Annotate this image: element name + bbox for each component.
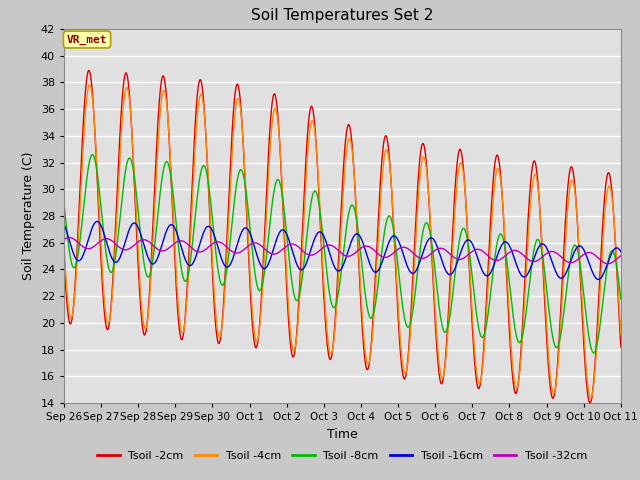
Tsoil -4cm bbox=[617, 332, 625, 338]
Tsoil -4cm bbox=[371, 298, 379, 304]
Tsoil -32cm bbox=[504, 250, 512, 256]
Tsoil -16cm bbox=[504, 241, 512, 247]
Tsoil -16cm bbox=[617, 249, 625, 254]
Tsoil -16cm bbox=[371, 269, 379, 275]
Tsoil -8cm bbox=[60, 201, 68, 206]
Tsoil -16cm bbox=[595, 276, 602, 282]
Text: VR_met: VR_met bbox=[67, 35, 108, 45]
Tsoil -4cm bbox=[587, 395, 595, 401]
Tsoil -4cm bbox=[60, 240, 68, 246]
Tsoil -32cm bbox=[604, 261, 612, 267]
Y-axis label: Soil Temperature (C): Soil Temperature (C) bbox=[22, 152, 35, 280]
Tsoil -32cm bbox=[60, 237, 68, 242]
Tsoil -16cm bbox=[359, 239, 367, 245]
Tsoil -8cm bbox=[568, 249, 575, 255]
Tsoil -32cm bbox=[568, 260, 575, 265]
Tsoil -16cm bbox=[60, 221, 68, 227]
Title: Soil Temperatures Set 2: Soil Temperatures Set 2 bbox=[252, 9, 433, 24]
Tsoil -32cm bbox=[65, 235, 73, 240]
Tsoil -2cm bbox=[568, 164, 575, 170]
Tsoil -16cm bbox=[216, 250, 223, 255]
Tsoil -4cm bbox=[359, 318, 367, 324]
Tsoil -8cm bbox=[88, 152, 96, 157]
Tsoil -4cm bbox=[504, 297, 512, 303]
Tsoil -32cm bbox=[617, 252, 625, 258]
Tsoil -16cm bbox=[568, 255, 575, 261]
Tsoil -8cm bbox=[590, 350, 598, 356]
Tsoil -32cm bbox=[371, 248, 379, 254]
Tsoil -8cm bbox=[359, 269, 367, 275]
Line: Tsoil -4cm: Tsoil -4cm bbox=[64, 85, 621, 398]
Tsoil -8cm bbox=[371, 305, 379, 311]
Tsoil -2cm bbox=[504, 309, 512, 314]
Line: Tsoil -8cm: Tsoil -8cm bbox=[64, 155, 621, 353]
Tsoil -4cm bbox=[568, 178, 575, 183]
Tsoil -8cm bbox=[216, 276, 223, 281]
Line: Tsoil -16cm: Tsoil -16cm bbox=[64, 221, 621, 279]
Tsoil -32cm bbox=[584, 250, 591, 256]
Tsoil -2cm bbox=[359, 331, 367, 336]
Tsoil -2cm bbox=[371, 285, 379, 290]
Tsoil -8cm bbox=[584, 322, 591, 328]
Tsoil -16cm bbox=[93, 218, 101, 224]
Tsoil -4cm bbox=[216, 334, 223, 340]
Tsoil -2cm bbox=[586, 400, 594, 406]
Tsoil -2cm bbox=[216, 340, 223, 346]
X-axis label: Time: Time bbox=[327, 428, 358, 441]
Tsoil -2cm bbox=[584, 388, 591, 394]
Tsoil -4cm bbox=[584, 377, 591, 383]
Legend: Tsoil -2cm, Tsoil -4cm, Tsoil -8cm, Tsoil -16cm, Tsoil -32cm: Tsoil -2cm, Tsoil -4cm, Tsoil -8cm, Tsoi… bbox=[93, 446, 592, 465]
Tsoil -2cm bbox=[60, 254, 68, 260]
Tsoil -32cm bbox=[216, 239, 223, 245]
Tsoil -2cm bbox=[85, 68, 93, 73]
Tsoil -8cm bbox=[504, 270, 512, 276]
Line: Tsoil -2cm: Tsoil -2cm bbox=[64, 71, 621, 403]
Tsoil -4cm bbox=[86, 82, 93, 88]
Tsoil -8cm bbox=[617, 296, 625, 302]
Tsoil -32cm bbox=[359, 244, 367, 250]
Tsoil -2cm bbox=[617, 344, 625, 350]
Tsoil -16cm bbox=[584, 255, 591, 261]
Line: Tsoil -32cm: Tsoil -32cm bbox=[64, 238, 621, 264]
